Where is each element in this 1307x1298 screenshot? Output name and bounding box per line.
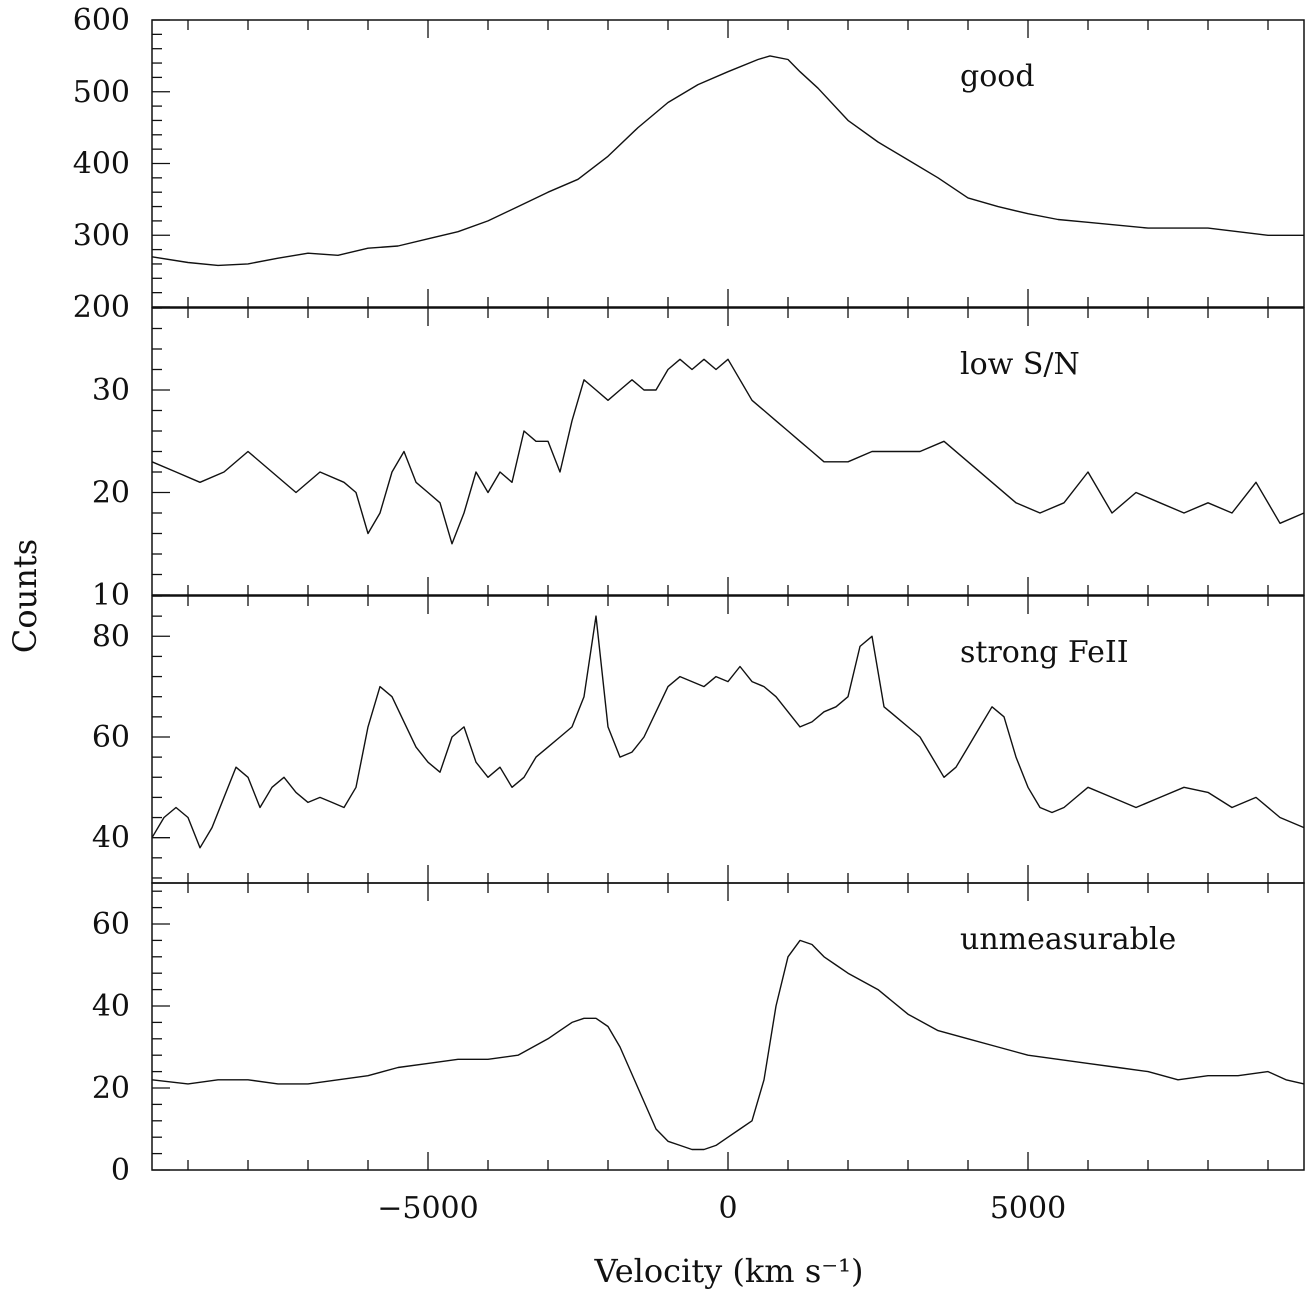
y-tick-label: 500: [73, 75, 130, 110]
x-axis-title: Velocity (km s⁻¹): [594, 1252, 864, 1290]
series-line-strong-feii: [151, 615, 1305, 849]
y-tick-label: 200: [73, 290, 130, 325]
y-tick-label: 0: [111, 1153, 130, 1188]
panel-4: 0 20 40 60 unmeasurable: [92, 882, 1305, 1188]
y-tick-label: 80: [92, 619, 130, 654]
panel-frame: [151, 595, 1305, 884]
series-line-good: [151, 55, 1304, 267]
panel-label: strong FeII: [960, 635, 1129, 670]
panel-label: good: [960, 59, 1035, 94]
x-tick-label: 5000: [990, 1191, 1066, 1226]
y-axis-title: Counts: [6, 539, 44, 653]
y-tick-label: 60: [92, 907, 130, 942]
panel-1: 200 300 400 500 600 good: [73, 3, 1305, 325]
x-tick-label: −5000: [377, 1191, 478, 1226]
panel-frame: [151, 19, 1305, 308]
x-tick-label: 0: [718, 1191, 737, 1226]
y-tick-label: 40: [92, 989, 130, 1024]
y-tick-label: 300: [73, 218, 130, 253]
panel-label: unmeasurable: [960, 922, 1176, 957]
y-tick-label: 60: [92, 720, 130, 755]
y-tick-label: 20: [92, 1071, 130, 1106]
y-tick-label: 10: [92, 578, 130, 613]
x-axis: −5000 0 5000: [377, 1191, 1066, 1226]
panel-2: 10 20 30 low S/N: [92, 307, 1305, 613]
panel-label: low S/N: [960, 347, 1080, 382]
y-tick-label: 400: [73, 147, 130, 182]
y-tick-label: 600: [73, 3, 130, 38]
y-tick-label: 20: [92, 476, 130, 511]
series-line-low-s-n: [151, 358, 1305, 545]
y-tick-label: 40: [92, 821, 130, 856]
series-line-unmeasurable: [151, 939, 1305, 1151]
panel-3: 40 60 80 strong FeII: [92, 595, 1305, 884]
panel-frame: [151, 307, 1305, 596]
y-tick-label: 30: [92, 373, 130, 408]
